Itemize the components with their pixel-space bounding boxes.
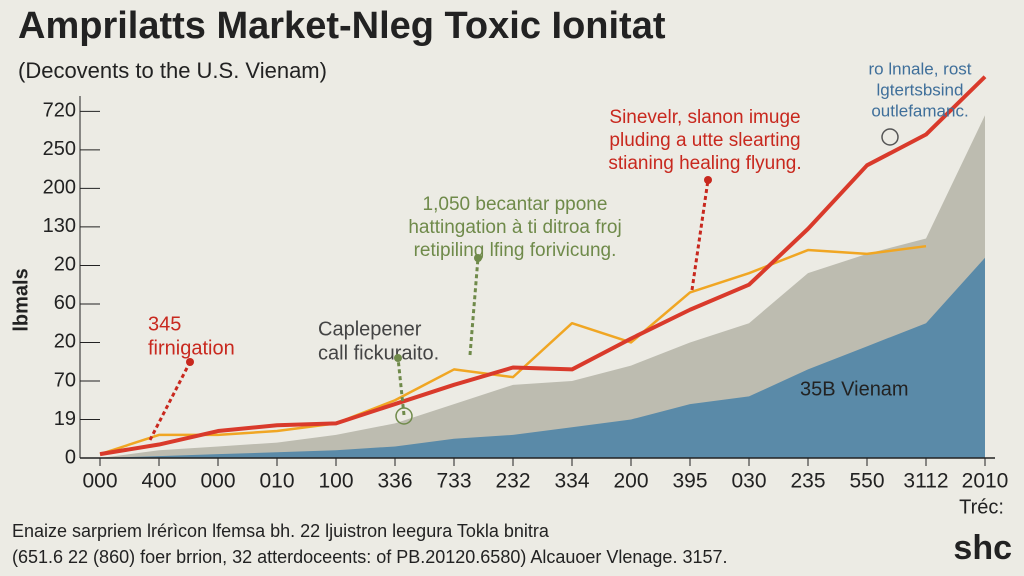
annotation: hattingation à ti ditroa froj [408, 217, 621, 238]
y-tick-label: 20 [54, 331, 76, 353]
annotation: stianing healing flyung. [608, 153, 801, 174]
annotation: call fickuraito. [318, 342, 439, 364]
x-tick-label: 000 [200, 470, 235, 493]
line [99, 75, 987, 457]
x-tick-label: 2010 [962, 470, 1009, 493]
x-tick-label: 010 [259, 470, 294, 493]
y-tick-label: 0 [65, 446, 76, 468]
annotation: 1,050 becantar ppone [423, 194, 608, 215]
x-tick-label: 336 [377, 470, 412, 493]
chart-title: Amprilatts Market-Nleg Toxic Ionitat [18, 5, 666, 47]
x-tick-label: 232 [495, 470, 530, 493]
x-tick-label: 000 [82, 470, 117, 493]
x-tick-label: 200 [613, 470, 648, 493]
x-tick-label: 550 [849, 470, 884, 493]
area [100, 257, 985, 458]
marker-ring [881, 128, 899, 146]
x-tick-label: 030 [731, 470, 766, 493]
annotation: retipiling lfing forivicung. [414, 240, 617, 261]
arrow-head [704, 176, 712, 184]
y-tick-label: 200 [43, 177, 76, 199]
y-axis-label: lbmals [10, 268, 32, 331]
line [99, 244, 927, 456]
annotation: firnigation [148, 337, 235, 359]
arrow-head [394, 354, 402, 362]
arrow [396, 357, 406, 416]
footer-line: (651.6 22 (860) foer brrion, 32 atterdoc… [12, 547, 728, 567]
y-tick-label: 60 [54, 292, 76, 314]
marker-ring [395, 407, 413, 425]
logo: shc [953, 529, 1012, 567]
x-tick-label: 235 [790, 470, 825, 493]
corner-label: Tréc: [959, 496, 1004, 518]
y-tick-label: 70 [54, 369, 76, 391]
annotation: outlefamanc. [871, 101, 968, 120]
arrow [468, 257, 480, 356]
arrow [148, 361, 192, 441]
x-tick-label: 3112 [903, 470, 948, 493]
x-tick-label: 100 [318, 470, 353, 493]
area [100, 115, 985, 459]
x-tick-label: 334 [554, 470, 589, 493]
y-tick-label: 720 [43, 100, 76, 122]
plot [100, 115, 985, 459]
arrow-head [474, 254, 482, 262]
y-tick-label: 250 [43, 138, 76, 160]
annotation: 345 [148, 313, 181, 335]
x-tick-label: 400 [141, 470, 176, 493]
annotation: ro lnnale, rost [869, 59, 972, 78]
y-tick-label: 19 [54, 408, 76, 430]
annotation: pluding a utte slearting [609, 130, 800, 151]
x-tick-label: 395 [672, 470, 707, 493]
annotation: lgtertsbsind [877, 80, 964, 99]
chart-subtitle: (Decovents to the U.S. Vienam) [18, 58, 327, 83]
arrow-head [186, 358, 194, 366]
area-label: 35B Vienam [800, 378, 909, 400]
annotation: Sinevelr, slanon imuge [609, 107, 800, 128]
footer-line: Enaize sarpriem lrérìcon lfemsa bh. 22 l… [12, 521, 550, 541]
annotation: Caplepener [318, 318, 422, 340]
y-tick-label: 20 [54, 254, 76, 276]
y-tick-label: 130 [43, 215, 76, 237]
arrow [690, 179, 710, 291]
x-tick-label: 733 [436, 470, 471, 493]
